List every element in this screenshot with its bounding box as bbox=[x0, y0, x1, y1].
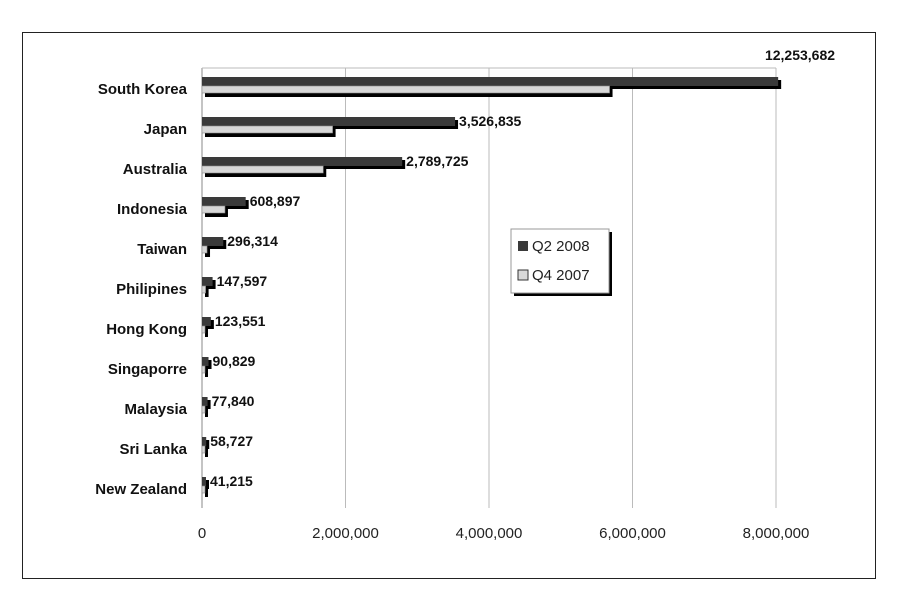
chart-frame bbox=[22, 32, 876, 579]
bar-q2-2008 bbox=[202, 437, 207, 446]
category-label: Philipines bbox=[116, 281, 187, 298]
data-label: 90,829 bbox=[213, 353, 256, 369]
category-label: Indonesia bbox=[117, 201, 188, 218]
bar-q4-2007 bbox=[201, 405, 206, 414]
bar-q4-2007 bbox=[201, 205, 226, 214]
x-tick-label: 0 bbox=[198, 525, 206, 542]
category-label: Hong Kong bbox=[106, 321, 187, 338]
bar-shadow-q4-2007 bbox=[205, 449, 208, 457]
data-label: 2,789,725 bbox=[406, 153, 468, 169]
x-tick-label: 8,000,000 bbox=[743, 525, 810, 542]
x-tick-label: 2,000,000 bbox=[312, 525, 379, 542]
data-label: 3,526,835 bbox=[459, 113, 521, 129]
bar-q2-2008 bbox=[202, 237, 224, 246]
category-label: Australia bbox=[123, 161, 188, 178]
bar-q4-2007 bbox=[201, 125, 333, 134]
bar-q4-2007 bbox=[201, 285, 206, 294]
data-label: 608,897 bbox=[250, 193, 301, 209]
data-label: 12,253,682 bbox=[765, 47, 835, 63]
bar-q2-2008 bbox=[202, 317, 211, 326]
bar-q2-2008 bbox=[202, 477, 206, 486]
category-label: Singaporre bbox=[108, 361, 187, 378]
category-label: Sri Lanka bbox=[119, 441, 187, 458]
category-label: Japan bbox=[144, 121, 187, 138]
legend-swatch-q2-2008 bbox=[518, 241, 528, 251]
legend-swatch-q4-2007 bbox=[517, 269, 529, 281]
bar-q2-2008 bbox=[202, 357, 209, 366]
data-label: 147,597 bbox=[217, 273, 268, 289]
x-tick-label: 4,000,000 bbox=[456, 525, 523, 542]
data-label: 77,840 bbox=[212, 393, 255, 409]
bar-q4-2007 bbox=[201, 485, 206, 494]
legend-label: Q2 2008 bbox=[532, 238, 590, 255]
bar-q2-2008 bbox=[202, 157, 403, 166]
bar-q2-2008 bbox=[202, 197, 246, 206]
bar-shadow-q2-2008 bbox=[205, 480, 209, 489]
data-label: 296,314 bbox=[227, 233, 278, 249]
bar-shadow-q2-2008 bbox=[205, 440, 210, 449]
category-label: South Korea bbox=[98, 81, 188, 98]
data-label: 123,551 bbox=[215, 313, 266, 329]
bar-q4-2007 bbox=[201, 445, 206, 454]
category-label: New Zealand bbox=[95, 481, 187, 498]
data-label: 41,215 bbox=[210, 473, 253, 489]
category-label: Taiwan bbox=[137, 241, 187, 258]
bar-q2-2008 bbox=[202, 397, 208, 406]
legend-label: Q4 2007 bbox=[532, 267, 590, 284]
bar-q2-2008 bbox=[202, 77, 779, 86]
bar-shadow-q4-2007 bbox=[205, 289, 209, 297]
bar-q4-2007 bbox=[201, 325, 206, 334]
bar-shadow-q2-2008 bbox=[205, 400, 211, 409]
bar-q4-2007 bbox=[201, 85, 610, 94]
bar-shadow-q4-2007 bbox=[205, 249, 211, 257]
bar-shadow-q4-2007 bbox=[205, 489, 208, 497]
bar-shadow-q4-2007 bbox=[205, 409, 208, 417]
bar-q4-2007 bbox=[201, 165, 324, 174]
bar-shadow-q4-2007 bbox=[205, 369, 208, 377]
bar-q2-2008 bbox=[202, 277, 213, 286]
data-label: 58,727 bbox=[210, 433, 253, 449]
category-label: Malaysia bbox=[124, 401, 187, 418]
bar-q4-2007 bbox=[201, 365, 206, 374]
x-tick-label: 6,000,000 bbox=[599, 525, 666, 542]
bar-q2-2008 bbox=[202, 117, 456, 126]
legend-box bbox=[510, 228, 610, 294]
bar-shadow-q4-2007 bbox=[205, 329, 208, 337]
bar-q4-2007 bbox=[201, 245, 208, 254]
